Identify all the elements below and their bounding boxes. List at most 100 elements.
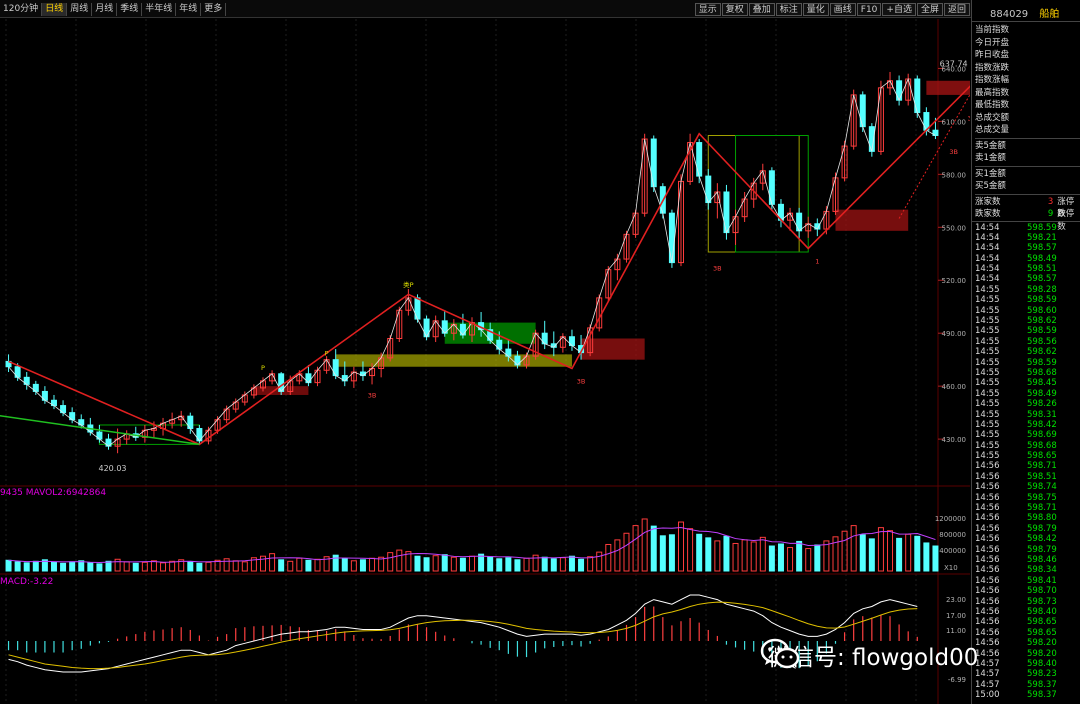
period-tab-5[interactable]: 半年线 <box>142 3 177 16</box>
volume-bar <box>87 562 94 572</box>
period-tab-2[interactable]: 周线 <box>67 3 93 16</box>
count-extra-label: 涨停数 <box>1057 196 1075 220</box>
tick-price: 598.69 <box>1027 430 1057 441</box>
quote-label: 总成交量 <box>975 125 1010 135</box>
volume-axis-label: 1200000 <box>935 515 966 523</box>
tick-row: 14:55 598.28 <box>975 285 1080 295</box>
tick-time: 14:55 <box>975 440 1000 451</box>
volume-bar <box>923 542 930 572</box>
pattern-label: P <box>261 364 265 372</box>
tool-button-3[interactable]: 标注 <box>775 3 802 16</box>
stock-name: 船舶 <box>1039 9 1060 20</box>
period-tab-6[interactable]: 年线 <box>176 3 202 16</box>
divider <box>975 193 1080 195</box>
kline-chart[interactable]: 640.00 610.00 580.00 550.00 520.00 490.00 460.… <box>0 19 970 704</box>
volume-bar <box>150 560 157 572</box>
price-axis-label: 490.00 <box>942 330 967 338</box>
tick-time: 14:56 <box>975 648 1000 659</box>
price-axis-label: 580.00 <box>942 171 967 179</box>
tick-price: 598.59 <box>1027 357 1057 368</box>
tool-buttons: 显示 复权 叠加 标注 量化 画线 F10 +自选 全屏 返回 <box>694 3 970 16</box>
watermark-text: 微信号: flowgold00 <box>768 645 979 671</box>
volume-bar <box>387 552 394 572</box>
volume-bar <box>550 558 557 572</box>
volume-bar <box>14 561 21 572</box>
period-tab-1[interactable]: 日线 <box>42 3 68 16</box>
tick-time: 14:55 <box>975 419 1000 430</box>
tick-price: 598.23 <box>1027 669 1057 680</box>
tool-button-6[interactable]: F10 <box>856 3 882 16</box>
tick-row: 14:54 598.59 <box>975 223 1080 233</box>
tick-time: 14:54 <box>975 253 1000 264</box>
volume-bar <box>514 559 521 572</box>
count-label: 涨家数 <box>975 196 1001 207</box>
tool-button-9[interactable]: 返回 <box>943 3 970 16</box>
volume-bar <box>205 561 212 572</box>
volume-bar <box>223 558 230 572</box>
volume-axis-label: 800000 <box>939 531 966 539</box>
period-tab-3[interactable]: 月线 <box>92 3 118 16</box>
tool-button-7[interactable]: +自选 <box>882 3 916 16</box>
tick-time: 14:56 <box>975 482 1000 493</box>
volume-bar <box>78 560 85 572</box>
price-axis-label: 430.00 <box>942 436 967 444</box>
tick-time: 14:54 <box>975 274 1000 285</box>
tick-row: 14:56 598.74 <box>975 482 1080 492</box>
pattern-label: 3B <box>577 378 586 386</box>
period-tab-0[interactable]: 120分钟 <box>0 3 43 16</box>
volume-bar <box>459 557 466 572</box>
tick-row: 14:56 598.79 <box>975 524 1080 534</box>
volume-bar <box>441 554 448 572</box>
tick-time: 14:56 <box>975 596 1000 607</box>
tick-row: 14:55 598.31 <box>975 410 1080 420</box>
period-tab-7[interactable]: 更多 <box>201 3 227 16</box>
tool-button-2[interactable]: 叠加 <box>748 3 775 16</box>
tick-price: 598.70 <box>1027 586 1057 597</box>
tick-time: 14:57 <box>975 658 1000 669</box>
tool-button-8[interactable]: 全屏 <box>916 3 943 16</box>
tick-time: 14:56 <box>975 575 1000 586</box>
tick-time: 14:56 <box>975 523 1000 534</box>
volume-bar <box>114 558 121 572</box>
volume-bar <box>187 561 194 572</box>
tick-price: 598.37 <box>1027 690 1057 701</box>
tick-row: 14:57 598.23 <box>975 669 1080 679</box>
count-label: 跌家数 <box>975 209 1001 219</box>
quote-info-list: 当前指数 今日开盘 昨日收盘 指数涨跌 指数涨幅 最高指数 最低指数 总成交额 总成交量 卖5金额… <box>972 22 1080 232</box>
tick-time: 14:56 <box>975 513 1000 524</box>
macd-indicator-label: MACD:-3.22 <box>0 577 54 587</box>
price-axis-label: 520.00 <box>942 277 967 285</box>
volume-bar <box>705 537 712 572</box>
stock-header: 884029 船舶 <box>972 0 1080 22</box>
tool-button-4[interactable]: 量化 <box>802 3 829 16</box>
tick-time: 14:55 <box>975 430 1000 441</box>
period-tab-4[interactable]: 季线 <box>117 3 143 16</box>
tick-price: 598.62 <box>1027 316 1057 327</box>
tick-time: 14:55 <box>975 388 1000 399</box>
tick-row: 14:54 598.49 <box>975 254 1080 264</box>
tick-time: 14:56 <box>975 617 1000 628</box>
tool-button-5[interactable]: 画线 <box>829 3 856 16</box>
tick-price: 598.59 <box>1027 326 1057 337</box>
tick-row: 14:56 598.79 <box>975 545 1080 555</box>
price-axis-label: 550.00 <box>942 224 967 232</box>
quote-label: 买1金额 <box>975 168 1006 179</box>
chart-area[interactable]: 640.00 610.00 580.00 550.00 520.00 490.00 460.… <box>0 19 970 704</box>
volume-bar <box>578 558 585 572</box>
tool-button-0[interactable]: 显示 <box>694 3 721 16</box>
volume-bar <box>278 559 285 572</box>
tick-list[interactable]: 14:54 598.59 14:54 598.21 14:54 598.57 14:54 59… <box>972 220 1080 701</box>
pattern-label: P <box>325 350 329 358</box>
volume-bar <box>469 555 475 572</box>
trend-line <box>0 415 200 446</box>
volume-bar <box>32 560 39 572</box>
pattern-label: 1 <box>815 258 819 266</box>
volume-bar <box>350 560 357 572</box>
tick-price: 598.20 <box>1027 648 1057 659</box>
tick-row: 14:56 598.20 <box>975 649 1080 659</box>
volume-bar <box>687 528 694 572</box>
top-toolbar: 120分钟 日线 周线 月线 季线 半年线 年线 更多 显示 复权 叠加 标注 量化 画线 F10 +自选全… <box>0 0 1080 18</box>
tool-button-1[interactable]: 复权 <box>721 3 748 16</box>
pivot-zone <box>926 80 970 95</box>
tick-price: 598.42 <box>1027 534 1057 545</box>
